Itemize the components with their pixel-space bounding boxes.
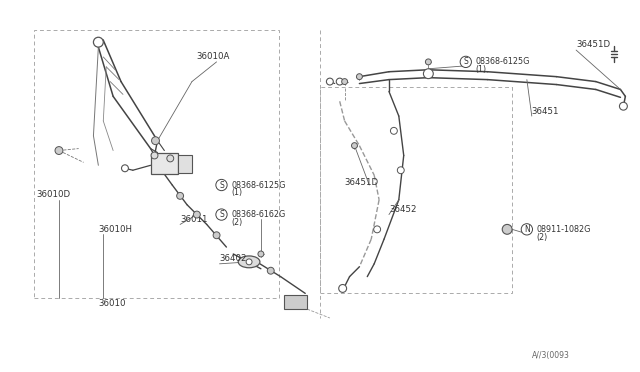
Circle shape <box>397 167 404 174</box>
Text: N: N <box>524 225 530 234</box>
Circle shape <box>151 152 158 159</box>
Circle shape <box>374 226 381 233</box>
Circle shape <box>268 267 274 274</box>
Circle shape <box>426 59 431 65</box>
Circle shape <box>356 74 362 80</box>
Bar <box>320 87 512 294</box>
Bar <box>35 31 278 298</box>
Bar <box>284 295 307 309</box>
Circle shape <box>93 37 103 47</box>
Text: 08368-6125G: 08368-6125G <box>231 180 285 189</box>
Circle shape <box>390 127 397 134</box>
Circle shape <box>177 192 184 199</box>
Text: 08911-1082G: 08911-1082G <box>537 225 591 234</box>
Circle shape <box>193 211 200 218</box>
Circle shape <box>122 165 129 172</box>
Text: 36010D: 36010D <box>36 190 70 199</box>
Bar <box>178 155 192 173</box>
Circle shape <box>326 78 333 85</box>
Text: 36452: 36452 <box>389 205 417 214</box>
Text: S: S <box>219 180 224 189</box>
Circle shape <box>167 155 173 162</box>
Text: (1): (1) <box>476 65 487 74</box>
Circle shape <box>351 142 357 148</box>
Circle shape <box>424 69 433 78</box>
Text: 08368-6162G: 08368-6162G <box>231 210 285 219</box>
Circle shape <box>620 102 627 110</box>
Text: A//3(0093: A//3(0093 <box>532 351 570 360</box>
Bar <box>150 153 178 174</box>
Circle shape <box>502 224 512 234</box>
Text: S: S <box>463 57 468 66</box>
Text: (2): (2) <box>537 233 548 242</box>
Circle shape <box>339 285 347 292</box>
Text: 36010A: 36010A <box>197 52 230 61</box>
Text: 36451D: 36451D <box>576 40 611 49</box>
Text: 36451D: 36451D <box>344 177 379 187</box>
Text: 36011: 36011 <box>180 215 207 224</box>
Text: 36402: 36402 <box>220 254 247 263</box>
Circle shape <box>246 259 252 265</box>
Circle shape <box>213 232 220 239</box>
Circle shape <box>55 147 63 154</box>
Text: 36010H: 36010H <box>99 225 132 234</box>
Text: (2): (2) <box>231 218 243 227</box>
Text: 36451: 36451 <box>532 107 559 116</box>
Text: S: S <box>219 210 224 219</box>
Circle shape <box>342 78 348 84</box>
Circle shape <box>258 251 264 257</box>
Circle shape <box>336 78 343 85</box>
Ellipse shape <box>238 256 260 268</box>
Text: 08368-6125G: 08368-6125G <box>476 57 530 66</box>
Circle shape <box>152 137 159 145</box>
Text: 36010: 36010 <box>99 299 126 308</box>
Text: (1): (1) <box>231 188 243 198</box>
